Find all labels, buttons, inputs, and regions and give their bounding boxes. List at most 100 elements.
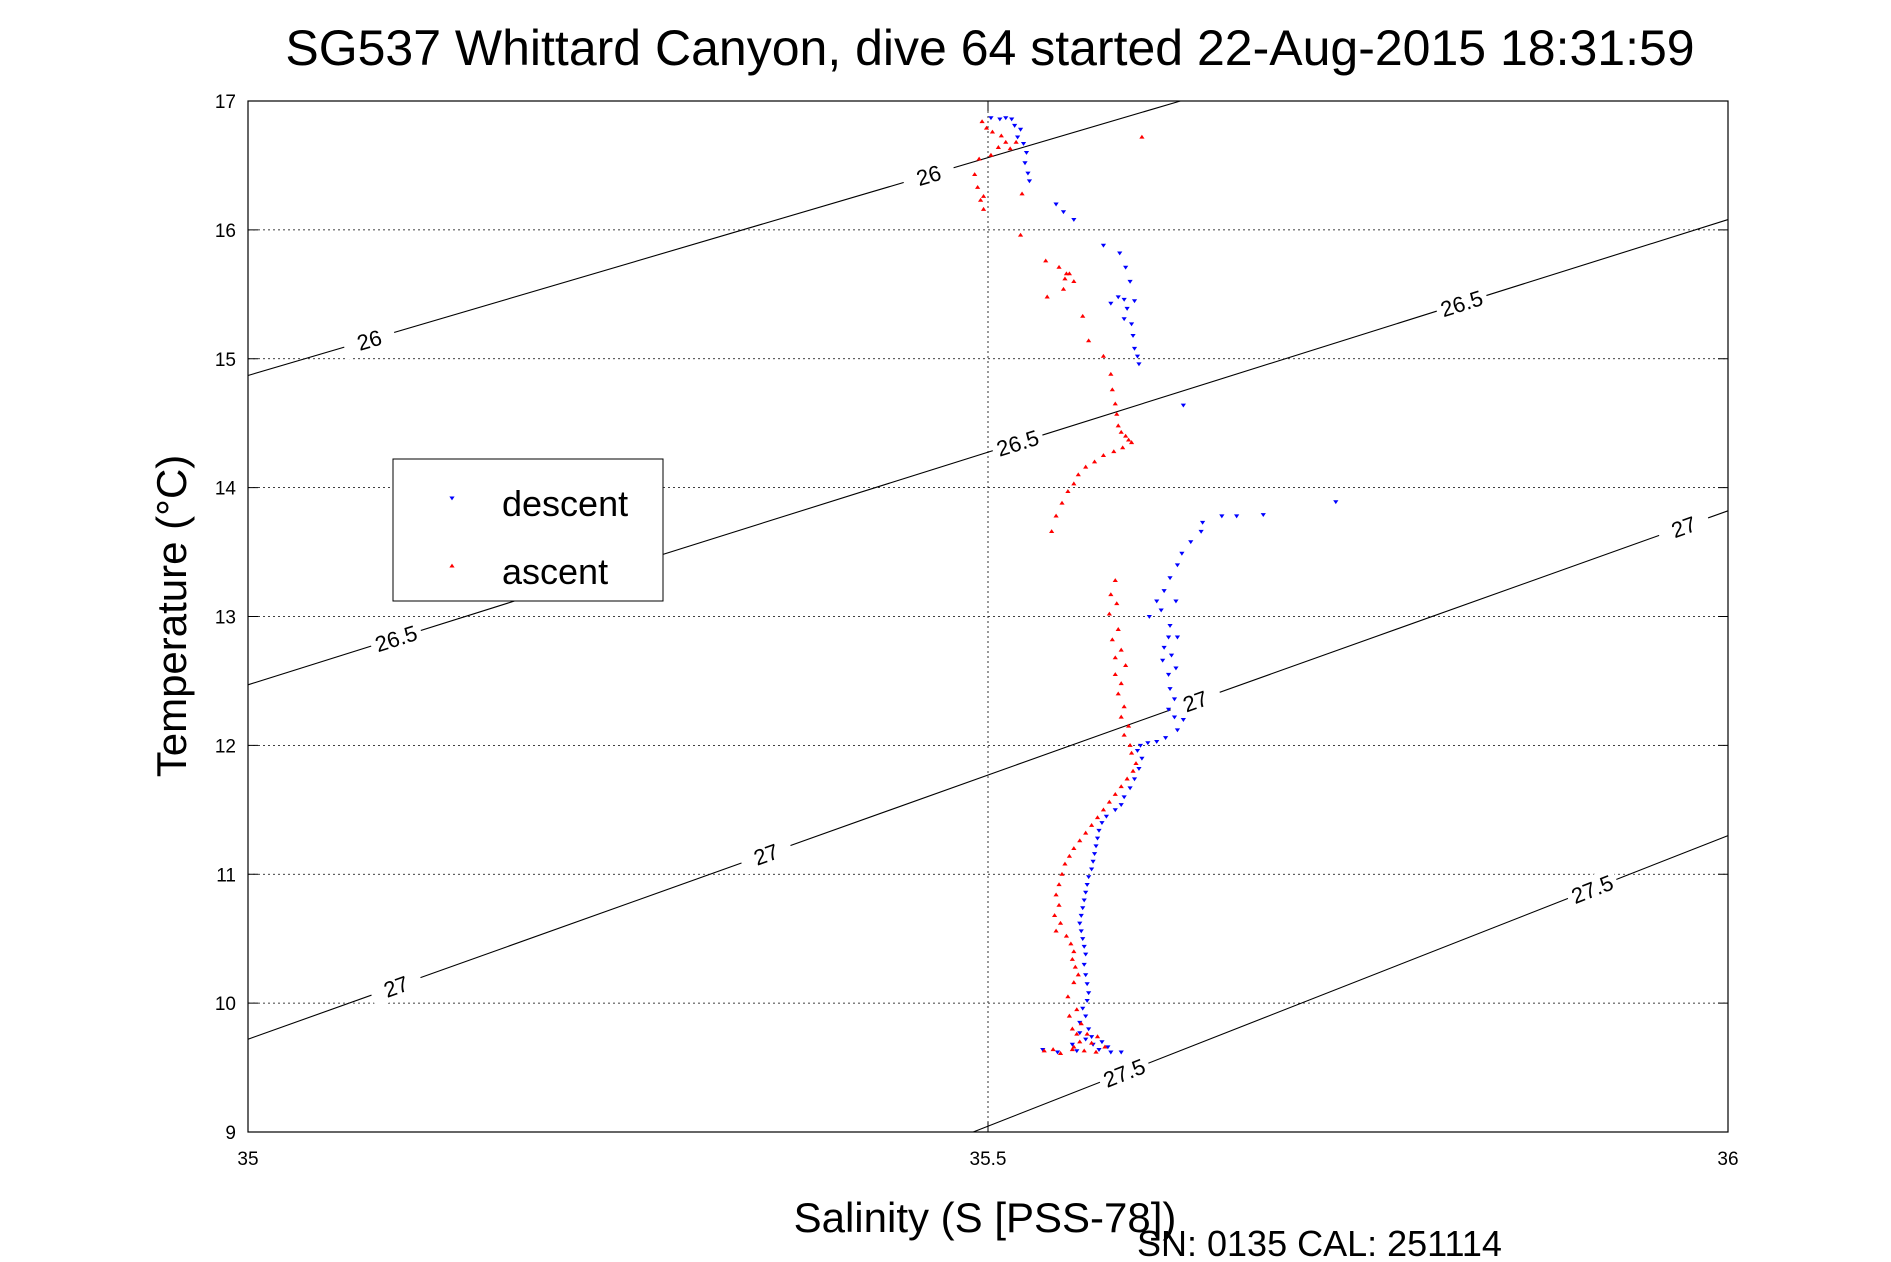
contour-label-background [367,965,425,1008]
ascent-point [1100,453,1107,457]
descent-point [1219,514,1225,519]
descent-point [1074,1049,1080,1054]
y-tick-label: 12 [215,736,236,757]
ascent-point [972,172,978,177]
descent-point [1188,540,1194,545]
ascent-point [1086,338,1092,343]
descent-point [1171,697,1178,702]
ascent-point [1019,191,1025,196]
descent-point [1124,306,1130,311]
descent-point [1015,135,1021,140]
ascent-point [1115,423,1121,428]
ascent-point [983,125,990,130]
ascent-point [1044,294,1050,299]
contour-label-background [367,618,425,659]
descent-point [1167,623,1173,628]
ascent-point [1094,815,1101,820]
ascent-point [1077,1039,1083,1044]
descent-point [1089,1035,1095,1039]
x-tick-label: 36 [1717,1149,1738,1170]
descent-point [1154,599,1160,604]
descent-point [1022,161,1028,166]
ascent-point [1003,139,1009,144]
density-contour-line [247,100,1181,377]
descent-point [1084,883,1090,887]
contour-label: 26.5 [1438,285,1486,322]
contour-label-background [1095,1051,1154,1095]
ascent-point [1060,286,1067,291]
descent-point [1091,852,1098,856]
ascent-point [1075,472,1081,477]
ascent-point [1066,1013,1072,1018]
descent-point [1165,707,1172,712]
ascent-point [1075,972,1081,977]
descent-point [1145,741,1151,746]
ascent-point [1126,437,1132,442]
legend-descent-marker [449,496,455,501]
descent-point [1089,867,1095,872]
descent-point [1121,297,1127,302]
ascent-point [1077,838,1083,843]
descent-point [1136,767,1142,771]
descent-point [1173,666,1179,671]
ascent-point [1083,464,1089,469]
ascent-point [1121,704,1127,709]
descent-point [1139,756,1145,761]
axis-ticks: 35 35.5 36 9 10 11 12 13 14 15 16 17 [215,92,1739,1170]
contour-label: 27.5 [1568,870,1617,909]
descent-point [1060,210,1067,215]
ascent-point [1093,1049,1099,1054]
descent-point [1084,982,1090,987]
ascent-point [1017,232,1024,237]
contour-label-background [1432,283,1491,324]
descent-point [1086,991,1092,996]
descent-point [1123,265,1129,270]
descent-point [1118,803,1124,807]
descent-point [1090,859,1096,864]
descent-point [1179,551,1185,556]
descent-point [1134,354,1141,359]
descent-point [1174,563,1181,568]
ascent-point [979,119,985,124]
ascent-point [1114,411,1120,416]
ascent-point [1114,601,1120,606]
ascent-point [1072,964,1078,969]
ascent-point [1118,429,1124,434]
ascent-point [1123,663,1129,668]
descent-point [1096,828,1102,833]
ascent-point [1102,1044,1108,1049]
ascent-point [1106,799,1112,804]
ascent-point [1068,941,1074,946]
ascent-point [1056,882,1062,887]
descent-point [1260,513,1266,518]
descent-point [1136,362,1142,367]
descent-point [1198,529,1204,534]
descent-point [1083,952,1089,957]
ascent-point [1074,1031,1080,1036]
y-tick-label: 11 [216,865,236,886]
descent-point [1083,890,1089,895]
ascent-point [1133,761,1139,765]
descent-point [1173,599,1179,604]
ascent-point [995,145,1001,149]
descent-point [1081,944,1087,949]
descent-point [1168,653,1175,658]
descent-point [1174,728,1181,733]
ascent-point [1115,691,1121,696]
legend-ascent-marker [449,563,455,568]
descent-point [1103,814,1109,819]
descent-point [1180,403,1186,408]
ascent-point [1069,1047,1075,1052]
descent-point [1086,875,1092,880]
descent-point [1084,998,1090,1003]
ascent-point [988,152,994,157]
descent-point [1131,299,1138,304]
contour-label: 26.5 [994,425,1042,462]
ascent-point [1013,139,1019,144]
descent-point [1167,687,1173,692]
ascent-point [1071,949,1077,954]
descent-point [988,116,994,121]
x-axis-label: Salinity (S [PSS-78]) [794,1194,1177,1241]
y-tick-label: 14 [215,479,237,500]
